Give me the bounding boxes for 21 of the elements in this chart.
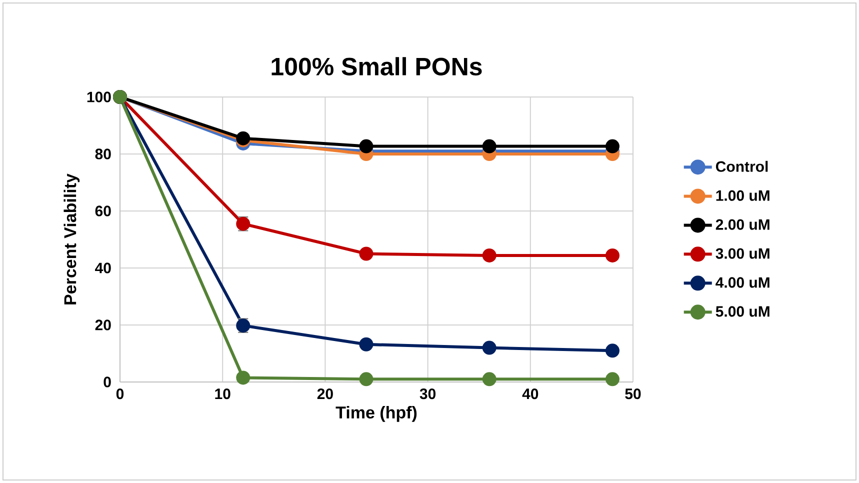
chart-title: 100% Small PONs [272,57,482,76]
x-tick-label: 40 [522,388,538,400]
x-tick-label: 10 [215,388,230,400]
y-tick-label: 100 [87,92,111,102]
legend-label: 5.00 uM [716,306,770,317]
x-axis-title: Time (hpf) [336,406,417,422]
legend-label: Control [716,160,768,172]
x-tick-label: 50 [625,388,641,400]
x-tick-label: 0 [116,388,124,400]
legend-label: 4.00 uM [716,277,770,288]
y-tick-label: 80 [95,148,111,160]
legend-label: 1.00 uM [716,190,770,201]
legend-label: 2.00 uM [716,219,770,230]
y-tick-label: 0 [104,376,111,388]
x-tick-label: 30 [420,388,436,400]
y-tick-label: 60 [95,206,111,216]
x-tick-label: 20 [317,388,333,400]
y-axis-title: Percent Viability [64,174,80,304]
y-tick-label: 20 [95,320,111,330]
y-tick-label: 40 [95,262,111,274]
legend-label: 3.00 uM [716,248,770,259]
